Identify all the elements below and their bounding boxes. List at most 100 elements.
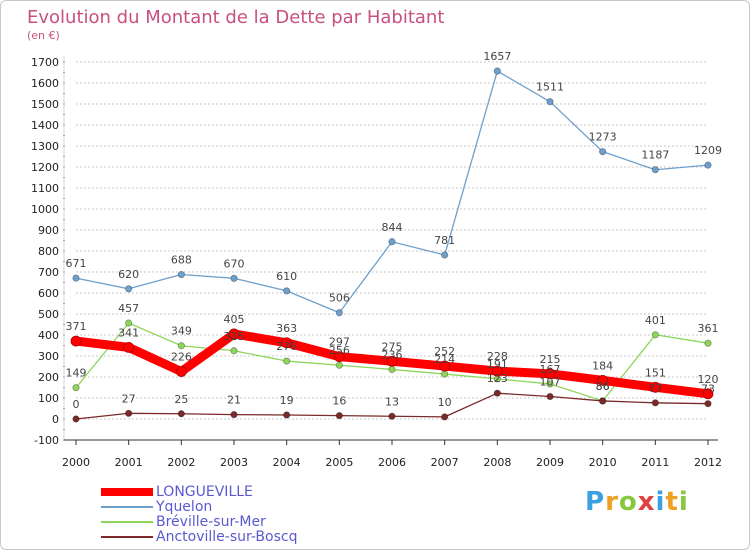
x-tick-label: 2002 [167, 456, 195, 469]
data-label: 151 [645, 366, 666, 379]
y-tick-label: 900 [38, 224, 59, 237]
data-point [388, 412, 396, 420]
data-label: 405 [224, 313, 245, 326]
data-point [651, 331, 659, 339]
data-point [283, 411, 291, 419]
logo-letter: x [637, 487, 656, 517]
data-point [125, 285, 133, 293]
y-tick-label: 1400 [31, 119, 59, 132]
data-label: 86 [596, 380, 610, 393]
y-tick-label: 400 [38, 329, 59, 342]
data-point [546, 98, 554, 106]
y-tick-label: 700 [38, 266, 59, 279]
x-tick-label: 2005 [325, 456, 353, 469]
x-tick-label: 2007 [431, 456, 459, 469]
legend-swatch [101, 488, 153, 496]
data-label: 341 [118, 326, 139, 339]
proxiti-logo: Proxiti [585, 487, 689, 517]
data-point [388, 238, 396, 246]
chart-subtitle: (en €) [27, 29, 60, 42]
x-tick-label: 2000 [62, 456, 90, 469]
data-label: 401 [645, 314, 666, 327]
data-point [125, 319, 133, 327]
data-label: 123 [487, 372, 508, 385]
x-tick-label: 2011 [641, 456, 669, 469]
data-point [544, 368, 556, 380]
data-label: 325 [224, 330, 245, 343]
legend-label: Yquelon [156, 499, 213, 515]
data-point [441, 251, 449, 259]
data-label: 86 [596, 380, 610, 393]
data-point [228, 328, 240, 340]
x-tick-label: 2008 [483, 456, 511, 469]
data-label: 1187 [641, 149, 669, 162]
data-point [441, 413, 449, 421]
legend-swatch [101, 521, 153, 523]
y-tick-label: 1000 [31, 203, 59, 216]
y-tick-label: 100 [38, 392, 59, 405]
data-label: 16 [332, 395, 346, 408]
y-axis-ticks: -100 0 100 200 300 400 500 600 700 800 900 1000 1100… [31, 56, 59, 447]
data-point [177, 270, 185, 279]
data-point [546, 380, 554, 388]
data-label: 77 [648, 382, 662, 395]
data-point [230, 410, 238, 419]
x-tick-label: 2010 [589, 456, 617, 469]
data-label: 620 [118, 268, 139, 281]
data-label: 214 [434, 353, 455, 366]
data-point [70, 335, 82, 347]
data-label: 226 [171, 351, 192, 364]
data-label: 27 [122, 392, 136, 405]
data-point [123, 341, 135, 353]
logo-letter: P [585, 487, 606, 517]
data-label: 688 [171, 254, 192, 267]
data-label: 349 [171, 325, 192, 338]
data-label: 1657 [483, 50, 511, 63]
data-label: 363 [276, 322, 297, 335]
data-label: 457 [118, 302, 139, 315]
data-label: 275 [382, 340, 403, 353]
y-tick-label: 1500 [31, 98, 59, 111]
data-point [175, 366, 187, 377]
data-point [702, 388, 714, 400]
data-label: 228 [487, 350, 508, 363]
data-point [704, 400, 712, 408]
series-line-yquelon [75, 70, 709, 314]
x-tick-label: 2012 [694, 456, 722, 469]
legend-swatch [101, 536, 153, 538]
logo-letter: o [618, 487, 638, 517]
data-point [599, 148, 607, 156]
data-point [651, 399, 659, 407]
y-tick-label: 200 [38, 371, 59, 384]
data-label: 120 [698, 373, 719, 386]
data-label: 215 [540, 353, 561, 366]
data-label: 506 [329, 292, 350, 305]
data-point [333, 351, 345, 363]
data-label: 671 [66, 257, 87, 270]
data-point [335, 309, 343, 317]
data-label: 167 [540, 363, 561, 376]
data-label: 184 [592, 359, 613, 372]
x-tick-label: 2004 [273, 456, 301, 469]
data-point [281, 337, 293, 349]
x-tick-label: 2006 [378, 456, 406, 469]
data-label: 1273 [589, 131, 617, 144]
legend-swatch [101, 506, 153, 508]
data-label: 236 [382, 348, 403, 361]
data-label: 1511 [536, 81, 564, 94]
data-label: 371 [66, 320, 87, 333]
y-tick-label: 1700 [31, 56, 59, 69]
data-point [386, 355, 398, 367]
logo-letter: r [605, 487, 619, 517]
data-point [72, 384, 80, 392]
chart-title: Evolution du Montant de la Dette par Hab… [27, 7, 445, 28]
data-point [388, 365, 396, 374]
data-label: 13 [385, 395, 399, 408]
data-label: 107 [540, 376, 561, 389]
data-point [441, 370, 449, 378]
data-label: 25 [174, 393, 188, 406]
x-tick-label: 2009 [536, 456, 564, 469]
data-point [597, 374, 609, 386]
data-point [493, 389, 501, 397]
data-label: 610 [276, 270, 297, 283]
